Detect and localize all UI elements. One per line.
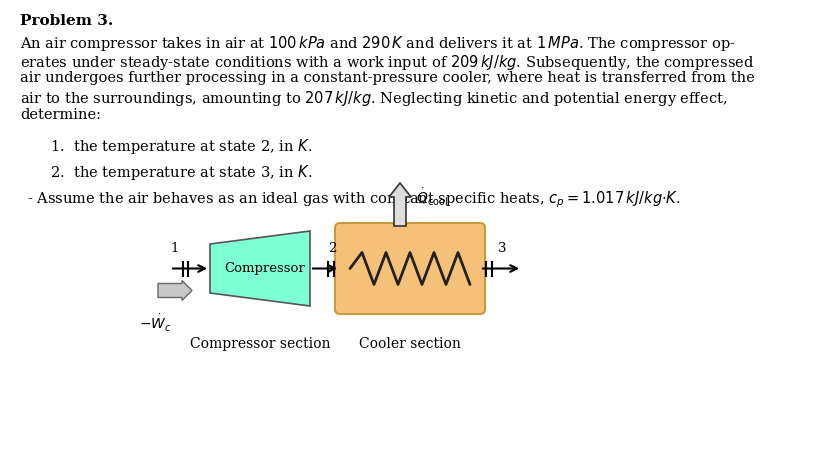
Text: Compressor section: Compressor section xyxy=(189,337,330,351)
Text: $-\dot{W}_c$: $-\dot{W}_c$ xyxy=(139,313,171,334)
Text: 2.  the temperature at state 3, in $K$.: 2. the temperature at state 3, in $K$. xyxy=(50,163,313,182)
Text: 1: 1 xyxy=(171,241,179,255)
Text: $\dot{Q}_{\mathrm{cool}}$: $\dot{Q}_{\mathrm{cool}}$ xyxy=(416,187,448,208)
Text: Problem 3.: Problem 3. xyxy=(20,14,113,28)
Text: Compressor: Compressor xyxy=(225,262,305,275)
Text: air undergoes further processing in a constant-pressure cooler, where heat is tr: air undergoes further processing in a co… xyxy=(20,71,755,85)
Text: determine:: determine: xyxy=(20,108,101,122)
Text: - Assume the air behaves as an ideal gas with constant specific heats, $c_p = 1.: - Assume the air behaves as an ideal gas… xyxy=(27,190,681,210)
FancyBboxPatch shape xyxy=(335,223,485,314)
Text: 1.  the temperature at state 2, in $K$.: 1. the temperature at state 2, in $K$. xyxy=(50,137,313,155)
Text: An air compressor takes in air at $100\,kPa$ and $290\,K$ and delivers it at $1\: An air compressor takes in air at $100\,… xyxy=(20,34,736,53)
Text: 2: 2 xyxy=(327,241,337,255)
Text: erates under steady-state conditions with a work input of $209\,kJ/kg$. Subseque: erates under steady-state conditions wit… xyxy=(20,52,754,72)
Polygon shape xyxy=(210,231,310,306)
Text: air to the surroundings, amounting to $207\,kJ/kg$. Neglecting kinetic and poten: air to the surroundings, amounting to $2… xyxy=(20,89,728,109)
FancyArrow shape xyxy=(389,183,411,226)
Text: 3: 3 xyxy=(498,241,506,255)
Text: Cooler section: Cooler section xyxy=(359,337,461,351)
FancyArrow shape xyxy=(158,280,192,300)
